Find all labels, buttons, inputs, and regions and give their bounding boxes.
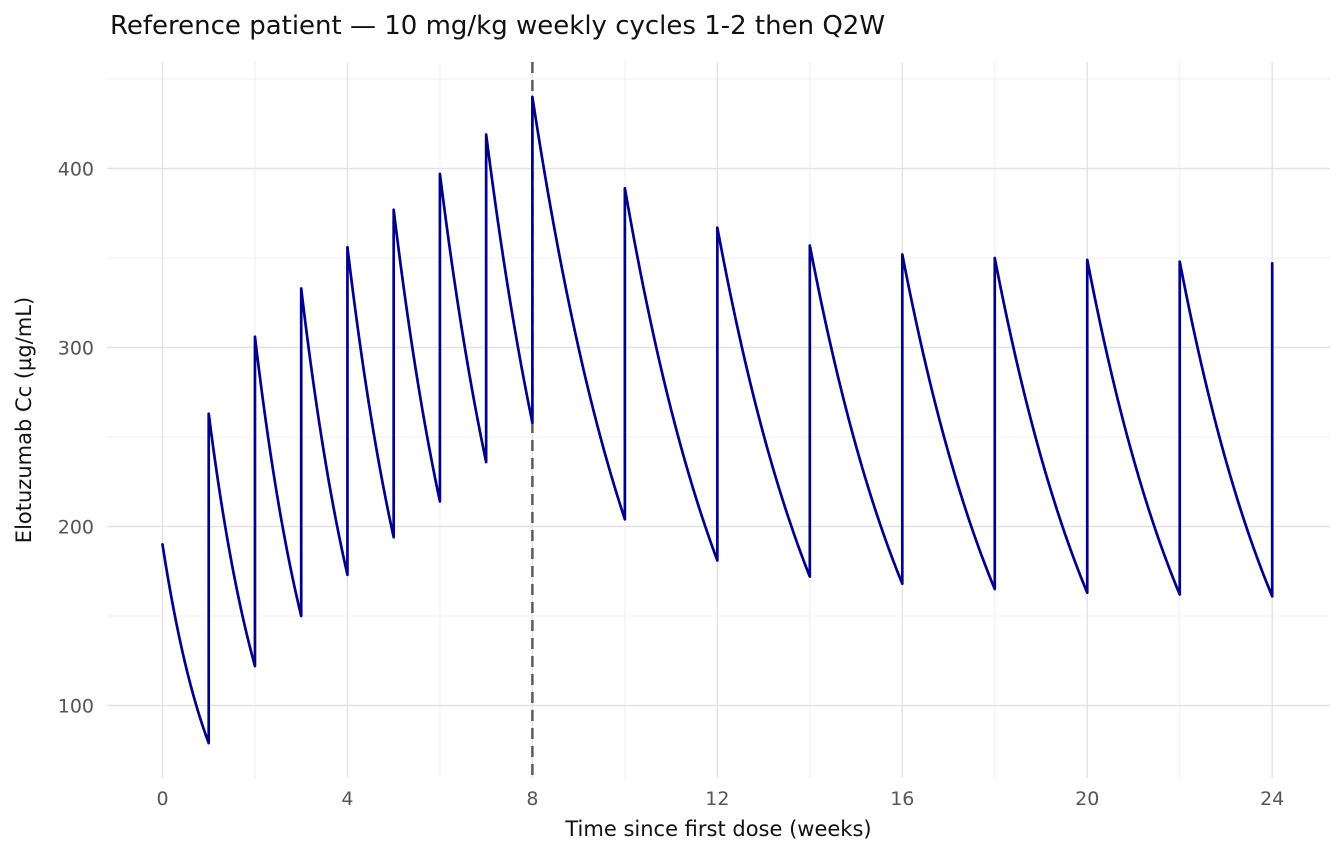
x-tick-label: 16: [890, 788, 914, 810]
x-axis-title: Time since first dose (weeks): [565, 817, 872, 841]
x-tick-label: 20: [1075, 788, 1099, 810]
y-tick-label: 100: [58, 696, 94, 718]
y-tick-label: 200: [58, 517, 94, 539]
chart-title: Reference patient — 10 mg/kg weekly cycl…: [110, 11, 886, 41]
x-tick-label: 4: [341, 788, 353, 810]
x-tick-label: 24: [1260, 788, 1284, 810]
x-tick-label: 0: [156, 788, 168, 810]
concentration-curve: [161, 95, 1274, 745]
x-tick-label: 8: [526, 788, 538, 810]
y-tick-label: 400: [58, 159, 94, 181]
x-tick-label: 12: [705, 788, 729, 810]
y-tick-label: 300: [58, 338, 94, 360]
